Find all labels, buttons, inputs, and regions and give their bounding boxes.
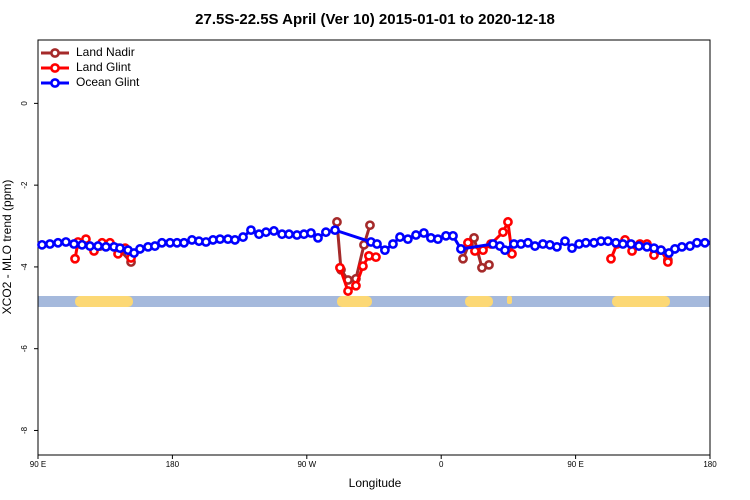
y-tick-label: -2	[20, 181, 29, 189]
data-point	[61, 237, 71, 247]
data-point	[179, 237, 189, 248]
legend-label: Ocean Glint	[76, 75, 140, 89]
data-point	[618, 239, 628, 249]
data-point	[351, 280, 361, 291]
data-point	[458, 253, 468, 264]
data-point	[498, 227, 508, 238]
y-tick-label: -6	[20, 345, 29, 353]
chart-title: 27.5S-22.5S April (Ver 10) 2015-01-01 to…	[195, 11, 555, 28]
data-point	[560, 236, 570, 247]
data-point	[372, 239, 382, 249]
data-point	[321, 227, 331, 238]
legend-marker	[50, 63, 60, 73]
data-point	[70, 253, 80, 264]
data-point	[69, 239, 79, 249]
land-patch	[75, 296, 133, 307]
data-point	[448, 230, 458, 241]
data-point	[365, 220, 375, 231]
series-line	[80, 222, 668, 280]
data-point	[101, 241, 111, 252]
data-point	[313, 232, 323, 243]
land-patch	[465, 296, 493, 307]
data-point	[388, 239, 398, 249]
x-tick-label: 0	[439, 460, 444, 469]
data-point	[656, 245, 666, 256]
data-point	[306, 228, 316, 238]
data-point	[330, 225, 340, 236]
land-patch	[612, 296, 670, 307]
data-point	[500, 245, 510, 256]
data-point	[402, 234, 413, 245]
data-point	[230, 235, 240, 245]
data-point	[418, 228, 429, 238]
x-tick-label: 90 E	[30, 460, 46, 469]
land-patch	[337, 296, 372, 307]
data-point	[215, 234, 225, 245]
data-point	[380, 245, 390, 256]
y-tick-label: -4	[20, 263, 29, 271]
data-point	[603, 236, 613, 247]
y-tick-label: -8	[20, 426, 29, 434]
data-point	[261, 227, 271, 238]
legend-label: Land Glint	[76, 60, 131, 74]
data-point	[238, 232, 248, 242]
x-tick-label: 90 W	[297, 460, 316, 469]
data-point	[332, 217, 342, 227]
data-point	[662, 257, 673, 267]
data-point	[626, 239, 636, 249]
data-point	[484, 259, 494, 270]
data-point	[246, 225, 256, 236]
data-point	[700, 237, 710, 248]
x-tick-label: 90 E	[567, 460, 583, 469]
data-point	[395, 232, 405, 242]
data-point	[411, 230, 421, 240]
data-point	[507, 248, 517, 259]
data-point	[269, 226, 279, 236]
data-point	[37, 239, 47, 250]
data-point	[677, 241, 687, 252]
data-point	[433, 234, 443, 245]
x-tick-label: 180	[166, 460, 180, 469]
data-point	[463, 237, 473, 248]
data-point	[77, 239, 87, 250]
data-point	[552, 241, 562, 252]
data-point	[85, 241, 95, 251]
land-mask	[38, 296, 710, 307]
data-point	[606, 253, 616, 264]
data-point	[115, 243, 125, 254]
legend-marker	[50, 78, 60, 88]
data-point	[503, 217, 513, 227]
data-point	[581, 237, 591, 248]
data-point	[135, 244, 145, 254]
x-tick-label: 180	[703, 460, 717, 469]
data-point	[634, 241, 644, 251]
data-point	[343, 286, 353, 296]
x-axis-label: Longitude	[349, 476, 402, 490]
data-point	[284, 229, 294, 240]
data-point	[456, 244, 466, 254]
data-point	[157, 237, 167, 248]
data-point	[93, 241, 103, 251]
data-point	[358, 261, 368, 272]
legend-marker	[50, 48, 60, 58]
legend-label: Land Nadir	[76, 45, 135, 59]
data-point	[335, 262, 345, 273]
data-point	[45, 239, 55, 249]
land-patch	[507, 296, 512, 304]
data-point	[530, 241, 540, 251]
data-point	[371, 252, 381, 263]
ocean-strip	[38, 296, 710, 307]
data-point	[692, 237, 702, 248]
y-tick-label: 0	[20, 101, 29, 106]
data-point	[469, 232, 479, 243]
data-point	[53, 237, 63, 248]
data-point	[567, 243, 577, 254]
data-point	[478, 245, 488, 256]
y-axis-label: XCO2 - MLO trend (ppm)	[0, 180, 14, 315]
